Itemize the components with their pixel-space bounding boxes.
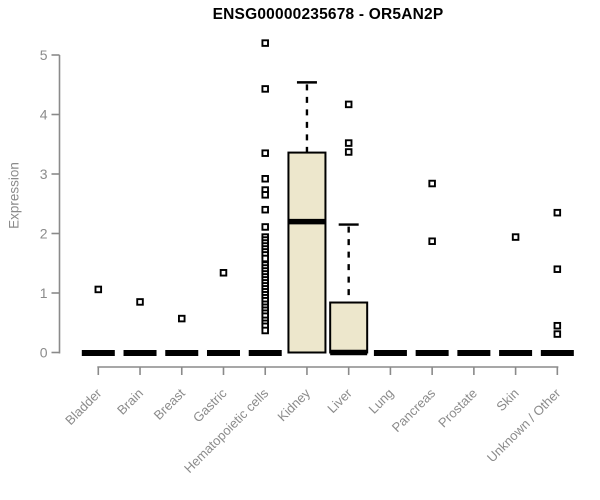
x-tick-label: Pancreas: [389, 385, 439, 435]
median-bar-zero: [457, 350, 491, 356]
outlier-point: [261, 85, 269, 93]
outlier-point: [553, 208, 562, 217]
outlier-point: [94, 285, 103, 294]
x-tick-label: Prostate: [435, 386, 480, 431]
outlier-point: [344, 139, 353, 147]
outlier-point: [261, 254, 269, 263]
y-tick-label: 2: [40, 226, 48, 242]
median-bar-zero: [81, 350, 115, 356]
y-tick-label: 0: [40, 345, 48, 361]
x-tick-label: Bladder: [62, 385, 105, 428]
outlier-point: [136, 298, 144, 306]
outlier-point: [428, 179, 436, 188]
median-bar-zero: [373, 350, 407, 356]
x-tick-label: Liver: [324, 385, 355, 416]
outlier-point: [344, 148, 353, 156]
x-tick-label: Gastric: [190, 385, 230, 425]
x-tick-label: Brain: [114, 386, 146, 418]
y-tick-label: 1: [40, 285, 48, 301]
x-tick-label: Breast: [151, 385, 188, 422]
x-tick-label: Skin: [493, 386, 521, 414]
median-bar-zero: [206, 350, 240, 356]
outlier-point: [428, 237, 436, 245]
outlier-point: [261, 175, 269, 183]
x-tick-label: Kidney: [274, 385, 313, 424]
chart-title: ENSG00000235678 - OR5AN2P: [212, 6, 444, 23]
outlier-point: [261, 326, 269, 335]
x-tick-label: Lung: [365, 386, 396, 417]
outlier-point: [261, 191, 269, 199]
outlier-point: [261, 39, 269, 47]
outlier-point: [511, 233, 520, 241]
median-bar-zero: [248, 350, 282, 356]
outlier-point: [553, 321, 562, 330]
y-tick-label: 5: [40, 47, 48, 63]
outlier-point: [261, 149, 269, 157]
x-tick-label: Unknown / Other: [484, 385, 564, 465]
outlier-point: [553, 265, 562, 273]
outlier-point: [261, 223, 269, 231]
outlier-point: [178, 314, 186, 323]
y-tick-label: 4: [40, 107, 48, 123]
outlier-point: [261, 205, 269, 214]
median-bar-zero: [415, 350, 449, 356]
outlier-point: [344, 100, 353, 109]
y-tick-label: 3: [40, 166, 48, 182]
box: [329, 301, 369, 354]
outlier-point: [219, 269, 228, 277]
median-bar-zero: [540, 350, 574, 356]
box: [287, 151, 327, 354]
outlier-point: [553, 330, 562, 338]
median-bar-zero: [165, 350, 199, 356]
median-bar-zero: [499, 350, 533, 356]
median-bar-zero: [123, 350, 157, 356]
